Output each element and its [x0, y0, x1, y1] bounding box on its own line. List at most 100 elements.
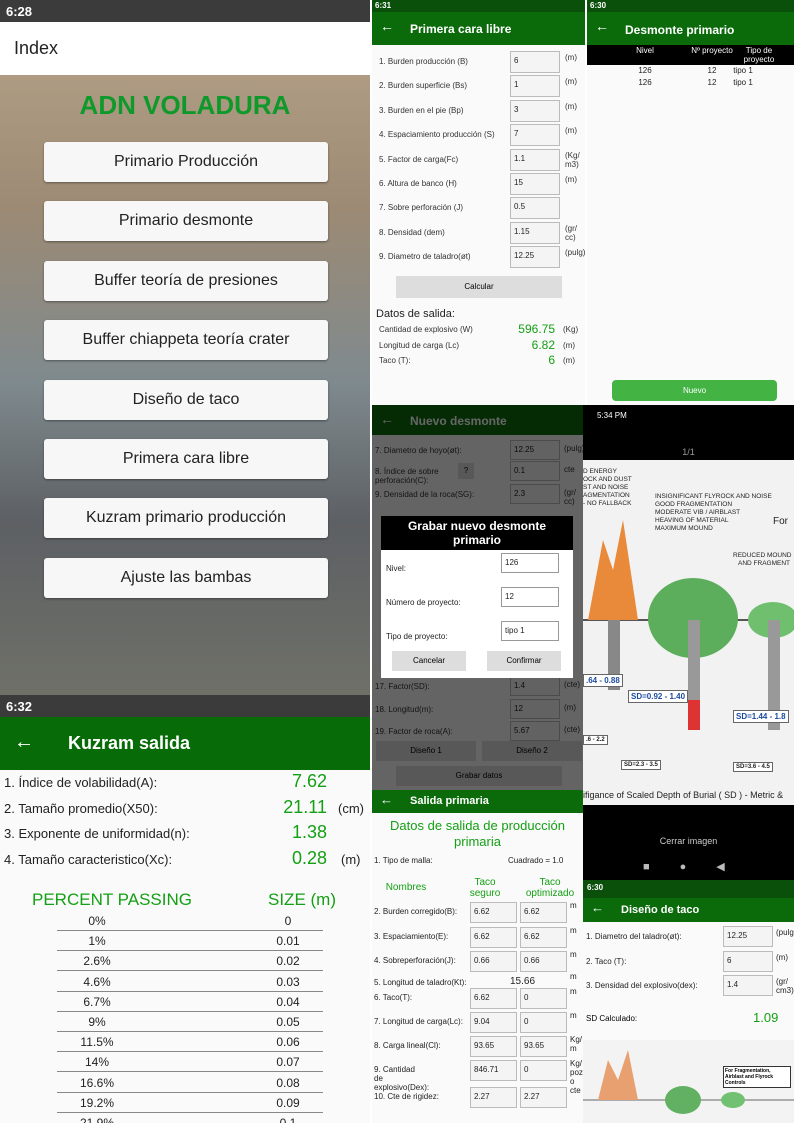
nav-bar: ■●◀: [643, 861, 755, 873]
field-label: 4. Espaciamiento producción (S): [379, 130, 495, 140]
safe-box: 2.27: [470, 1087, 517, 1108]
back-arrow[interactable]: ←: [591, 900, 604, 915]
screen-title: Index: [14, 38, 59, 58]
sd-label: .6 - 2.2: [583, 735, 608, 745]
cancel-button[interactable]: Cancelar: [392, 651, 466, 671]
input-box[interactable]: 0.5: [510, 197, 560, 220]
result-label: 4. Tamaño caracteristico(Xc):: [4, 851, 173, 867]
diagram-label: MODERATE VIB / AIRBLAST: [655, 509, 741, 516]
flame: [598, 1050, 638, 1100]
status-bar: 6:31: [372, 0, 585, 12]
confirm-button[interactable]: Confirmar: [487, 651, 561, 671]
table-cell: tipo 1: [733, 66, 753, 75]
dialog-input[interactable]: 126: [501, 553, 559, 573]
row-divider: [57, 990, 323, 992]
status-time: 6:31: [375, 1, 392, 10]
taco-image: For Fragmentation, Airblast and Flyrock …: [583, 1040, 794, 1123]
result-value: 1.38: [291, 822, 327, 842]
menu-button[interactable]: Kuzram primario producción: [44, 498, 328, 539]
close-button[interactable]: Cerrar imagen: [659, 836, 718, 846]
input-box[interactable]: 1.1: [510, 148, 560, 171]
field-label: 3. Burden en el pie (Bp): [379, 105, 464, 115]
menu-button[interactable]: Buffer chiappeta teoría crater: [44, 320, 328, 361]
diagram-label: OCK AND DUST: [583, 476, 632, 483]
diagram-label: ST AND NOISE: [583, 484, 629, 491]
field-label: 8. Densidad (dem): [379, 227, 445, 237]
row-unit: cte: [570, 1086, 581, 1095]
blast-sketch: [583, 520, 794, 730]
nuevo-desmonte-screen: Nuevo desmonte ← 7. Diametro de hoyo(øt)…: [372, 405, 583, 790]
sd-value: 1.09: [753, 1010, 779, 1025]
back-arrow[interactable]: ←: [380, 18, 394, 34]
unit-label: (gr/ cc): [565, 223, 577, 242]
row-unit: m: [570, 901, 577, 910]
field-label: 2. Taco (T):: [586, 956, 627, 966]
size-cell: 0.07: [276, 1055, 300, 1070]
size-cell: 0.04: [276, 994, 300, 1009]
image-area: D ENERGY OCK AND DUST ST AND NOISE AGMENTAT…: [583, 460, 794, 805]
percent-cell: 1%: [88, 934, 106, 949]
input-box[interactable]: 1.4: [723, 975, 773, 996]
table-header-bg: [587, 45, 794, 65]
image-viewer-screen: 5:34 PM 1/1 D ENERGY OCK AND DUST ST AND N…: [583, 405, 794, 880]
input-box[interactable]: 7: [510, 124, 560, 147]
size-cell: 0.09: [276, 1095, 300, 1110]
safe-box: 6.62: [470, 927, 517, 948]
size-cell: 0.1: [279, 1116, 297, 1123]
menu-button[interactable]: Primario Producción: [44, 142, 328, 182]
menu-button[interactable]: Buffer teoría de presiones: [44, 260, 328, 301]
field-label: 2. Burden superficie (Bs): [379, 81, 468, 91]
mesh-value: Cuadrado = 1.0: [508, 856, 564, 865]
back-arrow[interactable]: ←: [380, 792, 393, 807]
kuzram-screen: 6:32 Kuzram salida ← 1. Índice de volabi…: [0, 695, 370, 1123]
input-box[interactable]: 6: [723, 950, 773, 972]
menu-button[interactable]: Ajuste las bambas: [44, 557, 328, 598]
row-label: 4. Sobreperforación(J):: [374, 956, 456, 965]
column-header: Nivel: [636, 46, 654, 55]
unit-label: (Kg/ m3): [565, 150, 580, 169]
diagram-label: HEAVING OF MATERIAL: [655, 517, 729, 524]
hole: [768, 620, 780, 730]
result-unit: (cm): [338, 800, 364, 816]
menu-button[interactable]: Primera cara libre: [44, 439, 328, 479]
app-bar: Primera cara libre: [372, 12, 585, 45]
input-box[interactable]: 12.25: [510, 246, 560, 269]
optimized-box: 6.62: [520, 927, 567, 948]
result-label: 2. Tamaño promedio(X50):: [4, 800, 158, 816]
input-box[interactable]: 3: [510, 99, 560, 122]
input-box[interactable]: 15: [510, 173, 560, 195]
row-unit: m: [570, 926, 577, 935]
row-divider: [57, 950, 323, 952]
screen-title: Kuzram salida: [68, 733, 191, 753]
row-divider: [57, 1051, 323, 1053]
new-button[interactable]: Nuevo: [612, 380, 777, 401]
status-time: 5:34 PM: [597, 411, 627, 420]
diagram-label: AND FRAGMENT: [738, 560, 790, 567]
input-box[interactable]: 1: [510, 75, 560, 98]
screen-title: Salida primaria: [410, 795, 489, 807]
desmonte-primario-screen: 6:30 Desmonte primario ← ID Nivel Nº proye…: [587, 0, 794, 405]
unit-label: (m): [565, 77, 577, 87]
output-unit: (m): [563, 356, 575, 365]
calculate-button[interactable]: Calcular: [396, 276, 562, 298]
result-unit: (m): [341, 851, 361, 867]
percent-cell: 11.5%: [80, 1035, 114, 1050]
field-label: 9. Diametro de taladro(øt): [379, 252, 471, 262]
input-box[interactable]: 12.25: [723, 926, 773, 947]
input-box[interactable]: 6: [510, 51, 560, 73]
menu-button[interactable]: Primario desmonte: [44, 201, 328, 242]
menu-button[interactable]: Diseño de taco: [44, 379, 328, 420]
percent-cell: 14%: [84, 1055, 110, 1070]
status-time: 6:30: [590, 1, 607, 10]
image-title: For Fragmentation, Airblast and Flyrock …: [723, 1066, 791, 1088]
dialog-input[interactable]: tipo 1: [501, 621, 559, 641]
input-box[interactable]: 1.15: [510, 221, 560, 244]
optimized-box: 6.62: [520, 902, 567, 923]
dialog-input[interactable]: 12: [501, 587, 559, 607]
percent-cell: 0%: [88, 914, 106, 928]
diagram-label: For: [773, 516, 788, 527]
back-arrow[interactable]: ←: [14, 731, 34, 753]
output-value: 6: [548, 353, 555, 367]
output-value: 6.82: [531, 337, 555, 352]
back-arrow[interactable]: ←: [595, 18, 609, 34]
